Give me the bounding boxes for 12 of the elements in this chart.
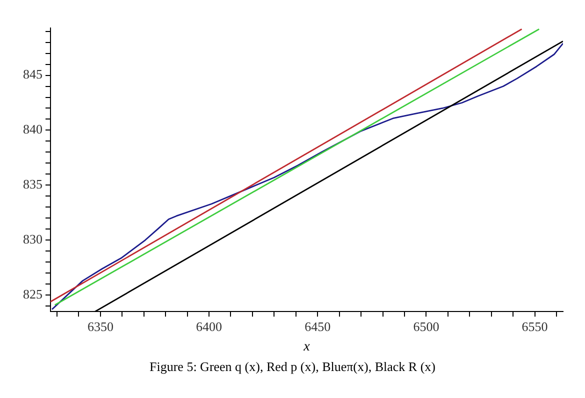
- y-tick-label: 840: [23, 122, 42, 137]
- caption: Figure 5: Green q (x), Red p (x), Blueπ(x), Black R (x): [148, 359, 436, 375]
- y-tick-label: 825: [23, 286, 42, 302]
- y-tick-label: 830: [23, 232, 42, 247]
- y-tick-label: 835: [23, 176, 42, 192]
- x-tick-label: 6550: [522, 318, 548, 334]
- x-tick-label: 6500: [413, 318, 440, 334]
- x-tick-label: 6450: [304, 318, 331, 334]
- x-tick-label: 6400: [196, 318, 222, 334]
- x-tick-label: 6350: [87, 318, 114, 334]
- y-tick-label: 845: [23, 66, 42, 82]
- x-axis-title: x: [302, 339, 311, 354]
